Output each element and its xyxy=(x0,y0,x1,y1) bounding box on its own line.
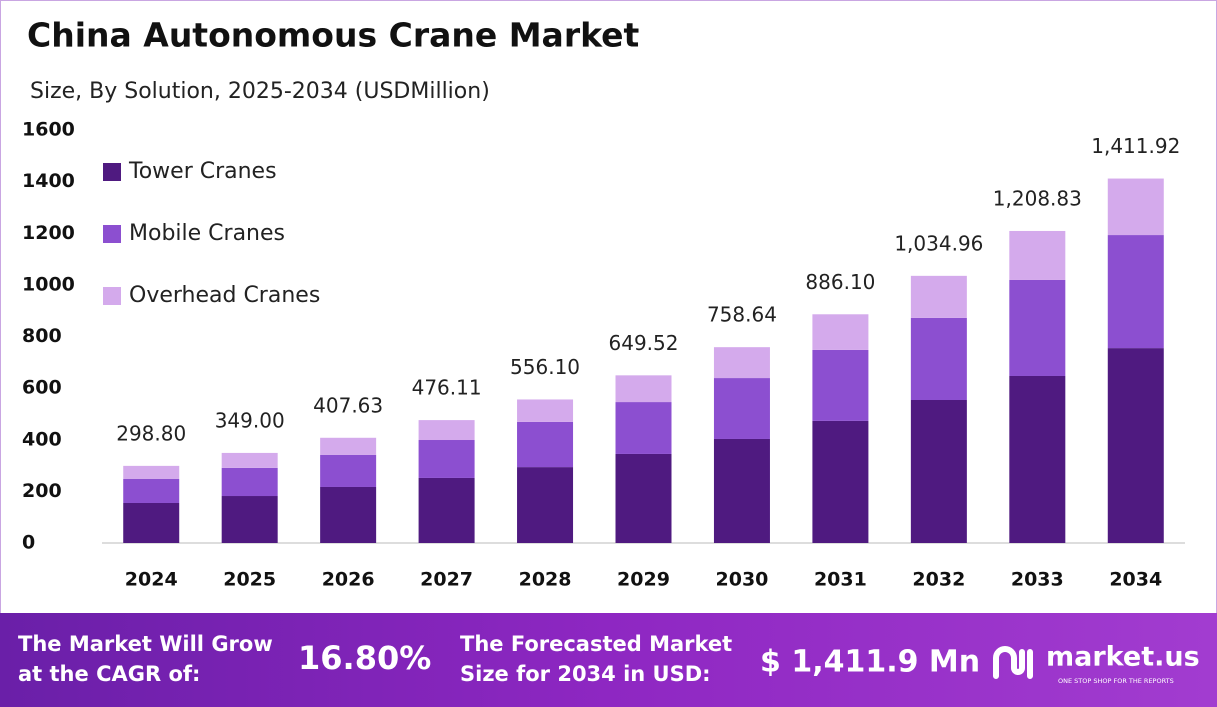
bar-segment xyxy=(1107,235,1164,349)
x-tick-label: 2034 xyxy=(1109,569,1162,591)
bar-segment xyxy=(812,349,869,421)
footer-text: The Forecasted Market xyxy=(460,632,732,656)
footer-text: at the CAGR of: xyxy=(18,662,200,686)
total-label: 298.80 xyxy=(116,421,186,445)
y-tick-label: 1600 xyxy=(22,119,75,141)
bar-segment xyxy=(221,467,278,497)
bar-segment xyxy=(713,378,770,439)
bar-segment xyxy=(1009,230,1066,280)
total-label: 758.64 xyxy=(707,303,777,327)
bar-segment xyxy=(1009,279,1066,376)
total-label: 649.52 xyxy=(609,331,679,355)
x-tick-label: 2025 xyxy=(223,569,276,591)
bar-segment xyxy=(221,496,278,543)
legend-label: Tower Cranes xyxy=(128,159,277,184)
bar-segment xyxy=(1107,178,1164,236)
bar-segment xyxy=(1009,375,1066,543)
bar-segment xyxy=(320,437,377,455)
bar-segment xyxy=(713,347,770,379)
bar-segment xyxy=(320,454,377,487)
bar-segment xyxy=(1107,348,1164,543)
y-tick-label: 800 xyxy=(22,325,62,347)
x-tick-label: 2033 xyxy=(1011,569,1064,591)
total-label: 556.10 xyxy=(510,355,580,379)
bar-segment xyxy=(418,440,475,478)
x-tick-label: 2031 xyxy=(814,569,867,591)
bar-segment xyxy=(615,375,672,403)
y-tick-label: 600 xyxy=(22,377,62,399)
legend-swatch xyxy=(103,287,121,305)
footer-band xyxy=(0,613,1217,707)
total-label: 407.63 xyxy=(313,393,383,417)
y-tick-label: 1000 xyxy=(22,273,75,295)
legend-label: Mobile Cranes xyxy=(129,221,285,246)
bar-segment xyxy=(615,453,672,543)
y-tick-label: 1200 xyxy=(22,222,75,244)
x-tick-label: 2024 xyxy=(125,569,178,591)
bar-segment xyxy=(418,420,475,441)
bar-segment xyxy=(713,438,770,543)
bar-segment xyxy=(812,420,869,543)
bar-segment xyxy=(615,402,672,454)
total-label: 886.10 xyxy=(805,270,875,294)
brand-name: market.us xyxy=(1046,642,1200,673)
bar-segment xyxy=(221,452,278,468)
y-tick-label: 1400 xyxy=(22,170,75,192)
x-tick-label: 2027 xyxy=(420,569,473,591)
bar-segment xyxy=(910,275,967,318)
y-tick-label: 400 xyxy=(22,428,62,450)
x-tick-label: 2032 xyxy=(912,569,965,591)
y-tick-label: 0 xyxy=(22,532,35,554)
total-label: 476.11 xyxy=(412,376,482,400)
total-label: 1,411.92 xyxy=(1091,134,1180,158)
bar-segment xyxy=(320,486,377,543)
bar-segment xyxy=(123,502,180,543)
bar-segment xyxy=(123,478,180,503)
total-label: 349.00 xyxy=(215,408,285,432)
bar-segment xyxy=(812,314,869,350)
legend-swatch xyxy=(103,225,121,243)
footer-value: $ 1,411.9 Mn xyxy=(760,645,980,680)
brand-logo xyxy=(993,646,1033,679)
footer-value: 16.80% xyxy=(298,639,431,677)
bar-segment xyxy=(910,399,967,543)
bar-segment xyxy=(123,465,180,479)
bar-segment xyxy=(517,467,574,543)
footer-text: Size for 2034 in USD: xyxy=(460,662,711,686)
bar-segment xyxy=(517,399,574,422)
legend-swatch xyxy=(103,163,121,181)
bar-segment xyxy=(910,317,967,400)
x-tick-label: 2029 xyxy=(617,569,670,591)
y-tick-label: 200 xyxy=(22,480,62,502)
legend-label: Overhead Cranes xyxy=(129,283,320,308)
x-tick-label: 2026 xyxy=(322,569,375,591)
x-tick-label: 2028 xyxy=(519,569,572,591)
bar-segment xyxy=(517,421,574,468)
chart-subtitle: Size, By Solution, 2025-2034 (USDMillion… xyxy=(30,79,490,104)
brand-tagline: ONE STOP SHOP FOR THE REPORTS xyxy=(1058,677,1174,685)
total-label: 1,034.96 xyxy=(894,231,983,255)
x-tick-label: 2030 xyxy=(716,569,769,591)
total-label: 1,208.83 xyxy=(993,186,1082,210)
footer-text: The Market Will Grow xyxy=(18,632,273,656)
bar-segment xyxy=(418,477,475,543)
chart-title: China Autonomous Crane Market xyxy=(27,16,640,55)
